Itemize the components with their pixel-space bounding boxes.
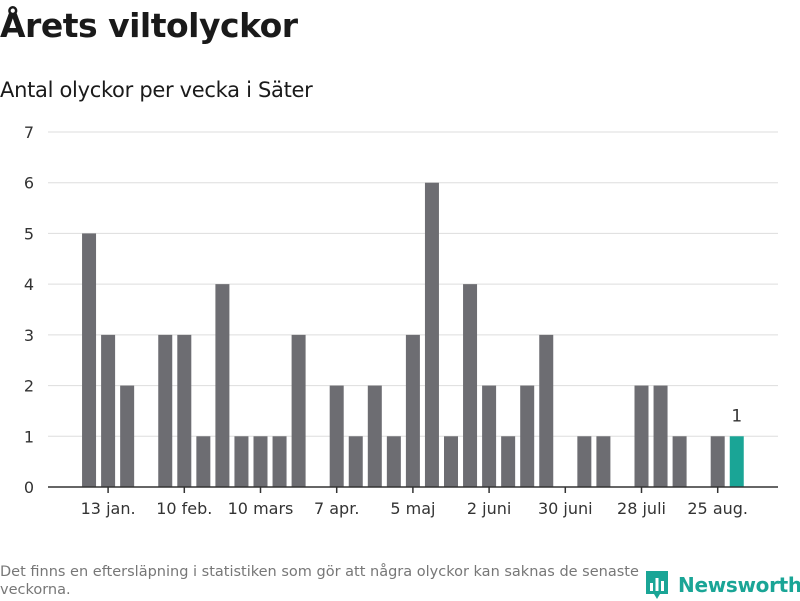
y-tick-label: 2 (24, 377, 34, 396)
bar (120, 385, 135, 487)
y-tick-label: 6 (24, 174, 34, 193)
bar-latest-week (729, 436, 744, 487)
bar (482, 385, 497, 487)
bar (82, 233, 97, 487)
chart-subtitle: Antal olyckor per vecka i Säter (0, 78, 313, 102)
footnote: Det finns en eftersläpning i statistiken… (0, 564, 639, 598)
y-axis-labels: 0 1 2 3 4 5 6 7 (24, 123, 34, 497)
bar (424, 182, 439, 487)
bar (520, 385, 535, 487)
chart-title: Årets viltolyckor (0, 6, 298, 45)
bar (367, 385, 382, 487)
y-tick-label: 4 (24, 275, 34, 294)
bar (291, 334, 306, 487)
bar (463, 284, 478, 487)
bar (634, 385, 649, 487)
annotations: 1 (731, 406, 742, 426)
bar (329, 385, 344, 487)
bar (101, 334, 116, 487)
newsworthy-logo-icon (646, 571, 668, 599)
bar (539, 334, 554, 487)
y-tick-label: 0 (24, 478, 34, 497)
x-tick-label: 28 juli (617, 499, 666, 518)
bar (234, 436, 249, 487)
x-tick-label: 5 maj (390, 499, 435, 518)
x-tick-label: 2 juni (467, 499, 511, 518)
data-label: 1 (731, 406, 742, 426)
bar-chart: 0 1 2 3 4 5 6 7 13 jan. 10 feb. 10 mars 7 apr. 5 ma… (24, 123, 778, 518)
y-tick-label: 5 (24, 224, 34, 243)
bar (196, 436, 211, 487)
x-tick-label: 30 juni (538, 499, 593, 518)
y-tick-label: 1 (24, 427, 34, 446)
bar (272, 436, 287, 487)
bar (158, 334, 173, 487)
bar (710, 436, 725, 487)
brand-logo[interactable]: Newsworthy (644, 569, 800, 601)
x-axis: 13 jan. 10 feb. 10 mars 7 apr. 5 maj 2 juni 30… (48, 486, 778, 518)
y-tick-label: 3 (24, 326, 34, 345)
bar (501, 436, 516, 487)
bar (215, 284, 230, 487)
x-tick-label: 10 feb. (156, 499, 212, 518)
bar (177, 334, 192, 487)
brand-name: Newsworthy (678, 573, 800, 597)
bar (577, 436, 592, 487)
x-tick-label: 7 apr. (314, 499, 359, 518)
x-tick-label: 25 aug. (687, 499, 748, 518)
x-tick-label: 13 jan. (81, 499, 136, 518)
bar (386, 436, 401, 487)
bars (82, 182, 744, 487)
bar (672, 436, 687, 487)
y-tick-label: 7 (24, 123, 34, 142)
bar (653, 385, 668, 487)
bar (253, 436, 268, 487)
bar (596, 436, 611, 487)
bar (405, 334, 420, 487)
x-tick-label: 10 mars (228, 499, 294, 518)
bar (444, 436, 458, 487)
bar (348, 436, 363, 487)
